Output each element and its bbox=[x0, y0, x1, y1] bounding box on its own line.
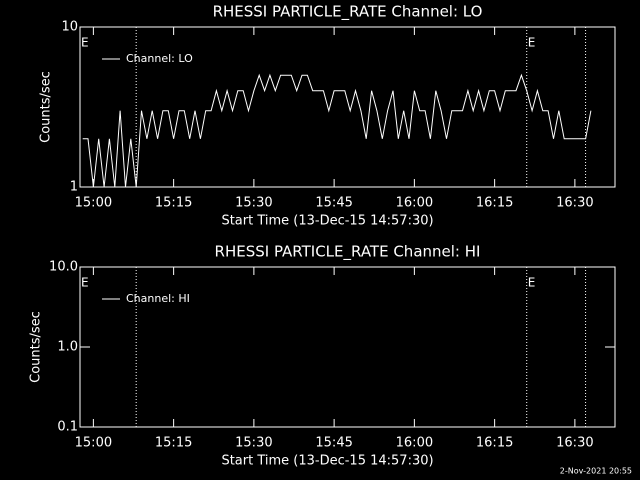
y-tick-label: 0.1 bbox=[57, 420, 78, 435]
chart-title: RHESSI PARTICLE_RATE Channel: HI bbox=[215, 243, 481, 262]
annotation: E bbox=[528, 36, 536, 50]
x-tick-label: 16:00 bbox=[396, 436, 433, 451]
data-line bbox=[82, 73, 592, 188]
x-tick-label: 16:30 bbox=[556, 196, 593, 211]
annotation: E bbox=[81, 276, 89, 290]
x-tick-label: 15:30 bbox=[235, 436, 272, 451]
plot-frame bbox=[79, 266, 616, 428]
annotation: E bbox=[528, 276, 536, 290]
x-tick-label: 15:15 bbox=[155, 196, 192, 211]
x-tick-label: 15:30 bbox=[235, 196, 272, 211]
chart-title: RHESSI PARTICLE_RATE Channel: LO bbox=[213, 3, 483, 22]
y-tick-label: 1 bbox=[70, 180, 78, 195]
x-tick-label: 16:30 bbox=[556, 436, 593, 451]
annotation: E bbox=[81, 36, 89, 50]
legend-label: Channel: HI bbox=[126, 292, 190, 305]
legend-label: Channel: LO bbox=[126, 52, 193, 65]
x-tick-label: 16:15 bbox=[476, 436, 513, 451]
x-tick-label: 15:00 bbox=[75, 436, 112, 451]
x-axis-label: Start Time (13-Dec-15 14:57:30) bbox=[221, 454, 433, 469]
x-tick-label: 15:00 bbox=[75, 196, 112, 211]
x-axis-label: Start Time (13-Dec-15 14:57:30) bbox=[221, 214, 433, 229]
y-tick-label: 10.0 bbox=[49, 260, 78, 275]
x-tick-label: 15:45 bbox=[315, 436, 352, 451]
y-axis-label: Counts/sec bbox=[39, 71, 54, 143]
x-tick-label: 15:45 bbox=[315, 196, 352, 211]
x-tick-label: 16:15 bbox=[476, 196, 513, 211]
y-axis-label: Counts/sec bbox=[29, 311, 44, 383]
x-tick-label: 15:15 bbox=[155, 436, 192, 451]
x-tick-label: 16:00 bbox=[396, 196, 433, 211]
y-tick-label: 10 bbox=[61, 20, 78, 35]
footer: 2-Nov-2021 20:55 bbox=[560, 467, 632, 476]
y-tick-label: 1.0 bbox=[57, 340, 78, 355]
plot-frame bbox=[79, 26, 616, 188]
